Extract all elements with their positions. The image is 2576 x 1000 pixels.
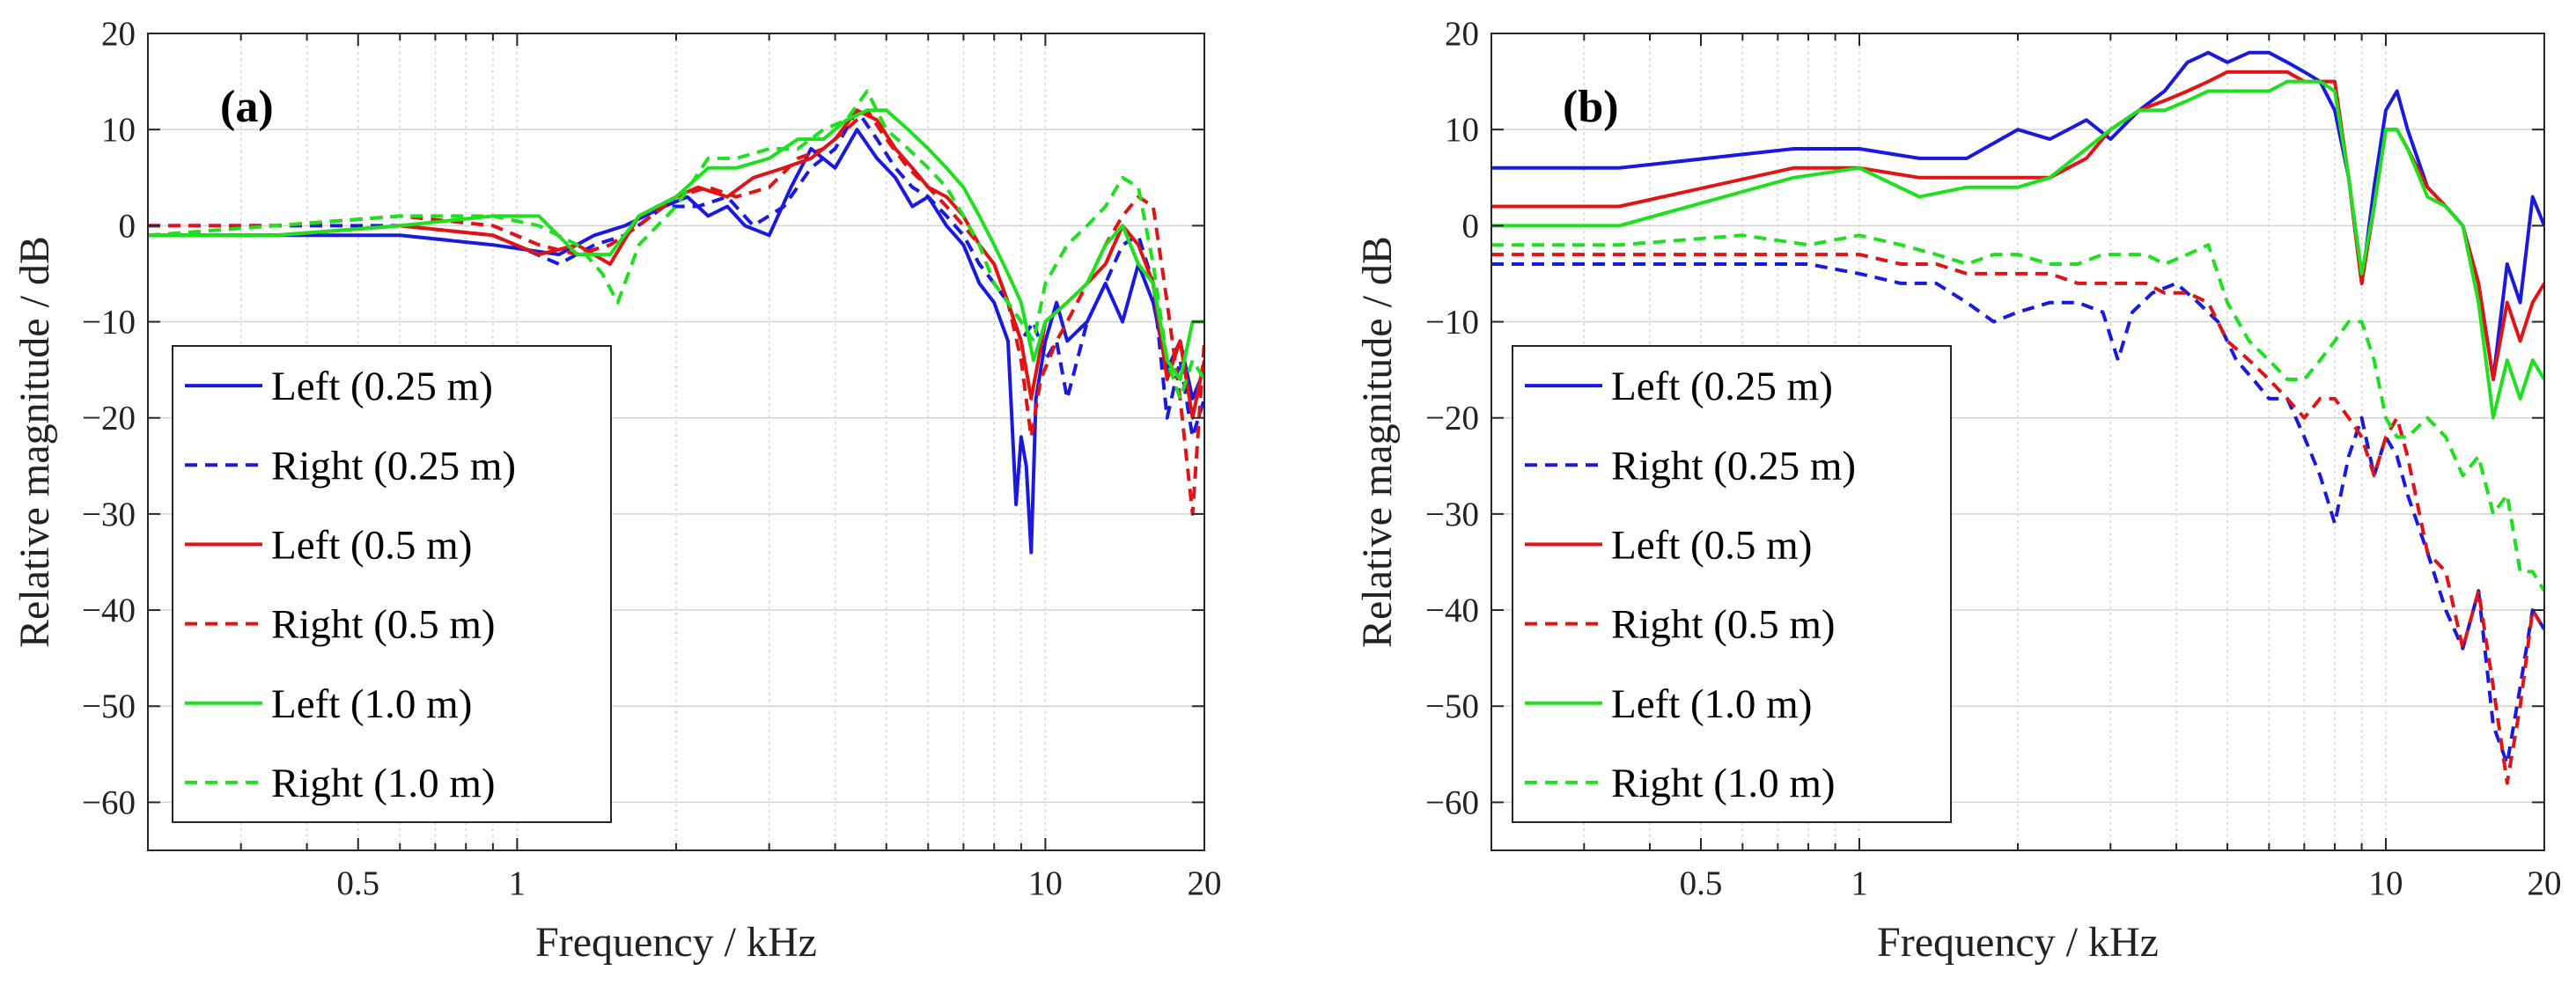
y-tick-label: −10: [1425, 304, 1479, 342]
legend-label: Right (0.5 m): [271, 602, 496, 648]
x-tick-label: 1: [1851, 864, 1868, 902]
y-tick-label: −10: [82, 304, 136, 342]
legend-label: Left (0.5 m): [1611, 522, 1812, 568]
x-tick-label: 1: [509, 864, 526, 902]
series-line-3: [148, 108, 1204, 516]
legend-label: Right (1.0 m): [1611, 761, 1836, 806]
y-tick-label: 20: [101, 15, 136, 53]
y-tick-label: −50: [1425, 688, 1479, 725]
x-axis-label: Frequency / kHz: [535, 919, 817, 966]
legend: Left (0.25 m) Right (0.25 m) Left (0.5 m) R…: [1512, 345, 1952, 823]
panel-a: 0.5 1 10 20 20 10 0 −10 −20 −30 −40 −50 −60 Frequency…: [11, 15, 1222, 966]
panel-b: 0.5 1 10 20 20 10 0 −10 −20 −30 −40 −50 −60 Frequency…: [1354, 15, 2562, 966]
y-tick-label: 0: [119, 207, 136, 245]
x-axis-label: Frequency / kHz: [1877, 919, 2159, 966]
legend-box: [1512, 345, 1952, 823]
panel-label: (a): [220, 82, 274, 132]
y-tick-label: 10: [1445, 111, 1479, 149]
y-tick-label: −40: [1425, 592, 1479, 629]
x-tick-label: 20: [1188, 864, 1222, 902]
series-line-4: [148, 108, 1204, 381]
x-tick-label: 10: [1028, 864, 1063, 902]
legend-label: Left (0.25 m): [271, 364, 493, 409]
legend-label: Left (0.25 m): [1611, 364, 1833, 409]
panel-label: (b): [1563, 82, 1619, 132]
legend-box: [172, 345, 612, 823]
legend-label: Left (1.0 m): [1611, 681, 1812, 727]
series-line-5: [1491, 233, 2544, 592]
y-tick-label: −50: [82, 688, 136, 725]
y-tick-label: 20: [1445, 15, 1479, 53]
x-tick-label: 20: [2528, 864, 2562, 902]
y-tick-label: −60: [82, 783, 136, 821]
legend: Left (0.25 m) Right (0.25 m) Left (0.5 m) R…: [172, 345, 612, 823]
y-tick-label: 10: [101, 111, 136, 149]
y-tick-label: −20: [1425, 400, 1479, 438]
y-axis-label: Relative magnitude / dB: [11, 236, 58, 648]
legend-label: Right (0.25 m): [1611, 443, 1856, 489]
y-tick-label: −60: [1425, 783, 1479, 821]
legend-label: Left (1.0 m): [271, 681, 472, 727]
series-line-4: [1491, 79, 2544, 420]
legend-label: Right (1.0 m): [271, 761, 496, 806]
series-group: [1491, 50, 2544, 785]
legend-label: Right (0.25 m): [271, 443, 516, 489]
x-tick-label: 0.5: [1680, 864, 1723, 902]
legend-label: Right (0.5 m): [1611, 602, 1836, 648]
x-tick-label: 10: [2368, 864, 2403, 902]
x-tick-label: 0.5: [336, 864, 379, 902]
y-tick-label: −30: [1425, 496, 1479, 533]
y-axis-label: Relative magnitude / dB: [1354, 236, 1401, 648]
y-tick-label: −30: [82, 496, 136, 533]
legend-label: Left (0.5 m): [271, 522, 472, 568]
series-group: [148, 89, 1204, 555]
series-line-3: [1491, 253, 2544, 785]
series-line-1: [1491, 262, 2544, 766]
y-tick-label: 0: [1462, 207, 1480, 245]
y-tick-label: −40: [82, 592, 136, 629]
y-tick-label: −20: [82, 400, 136, 438]
